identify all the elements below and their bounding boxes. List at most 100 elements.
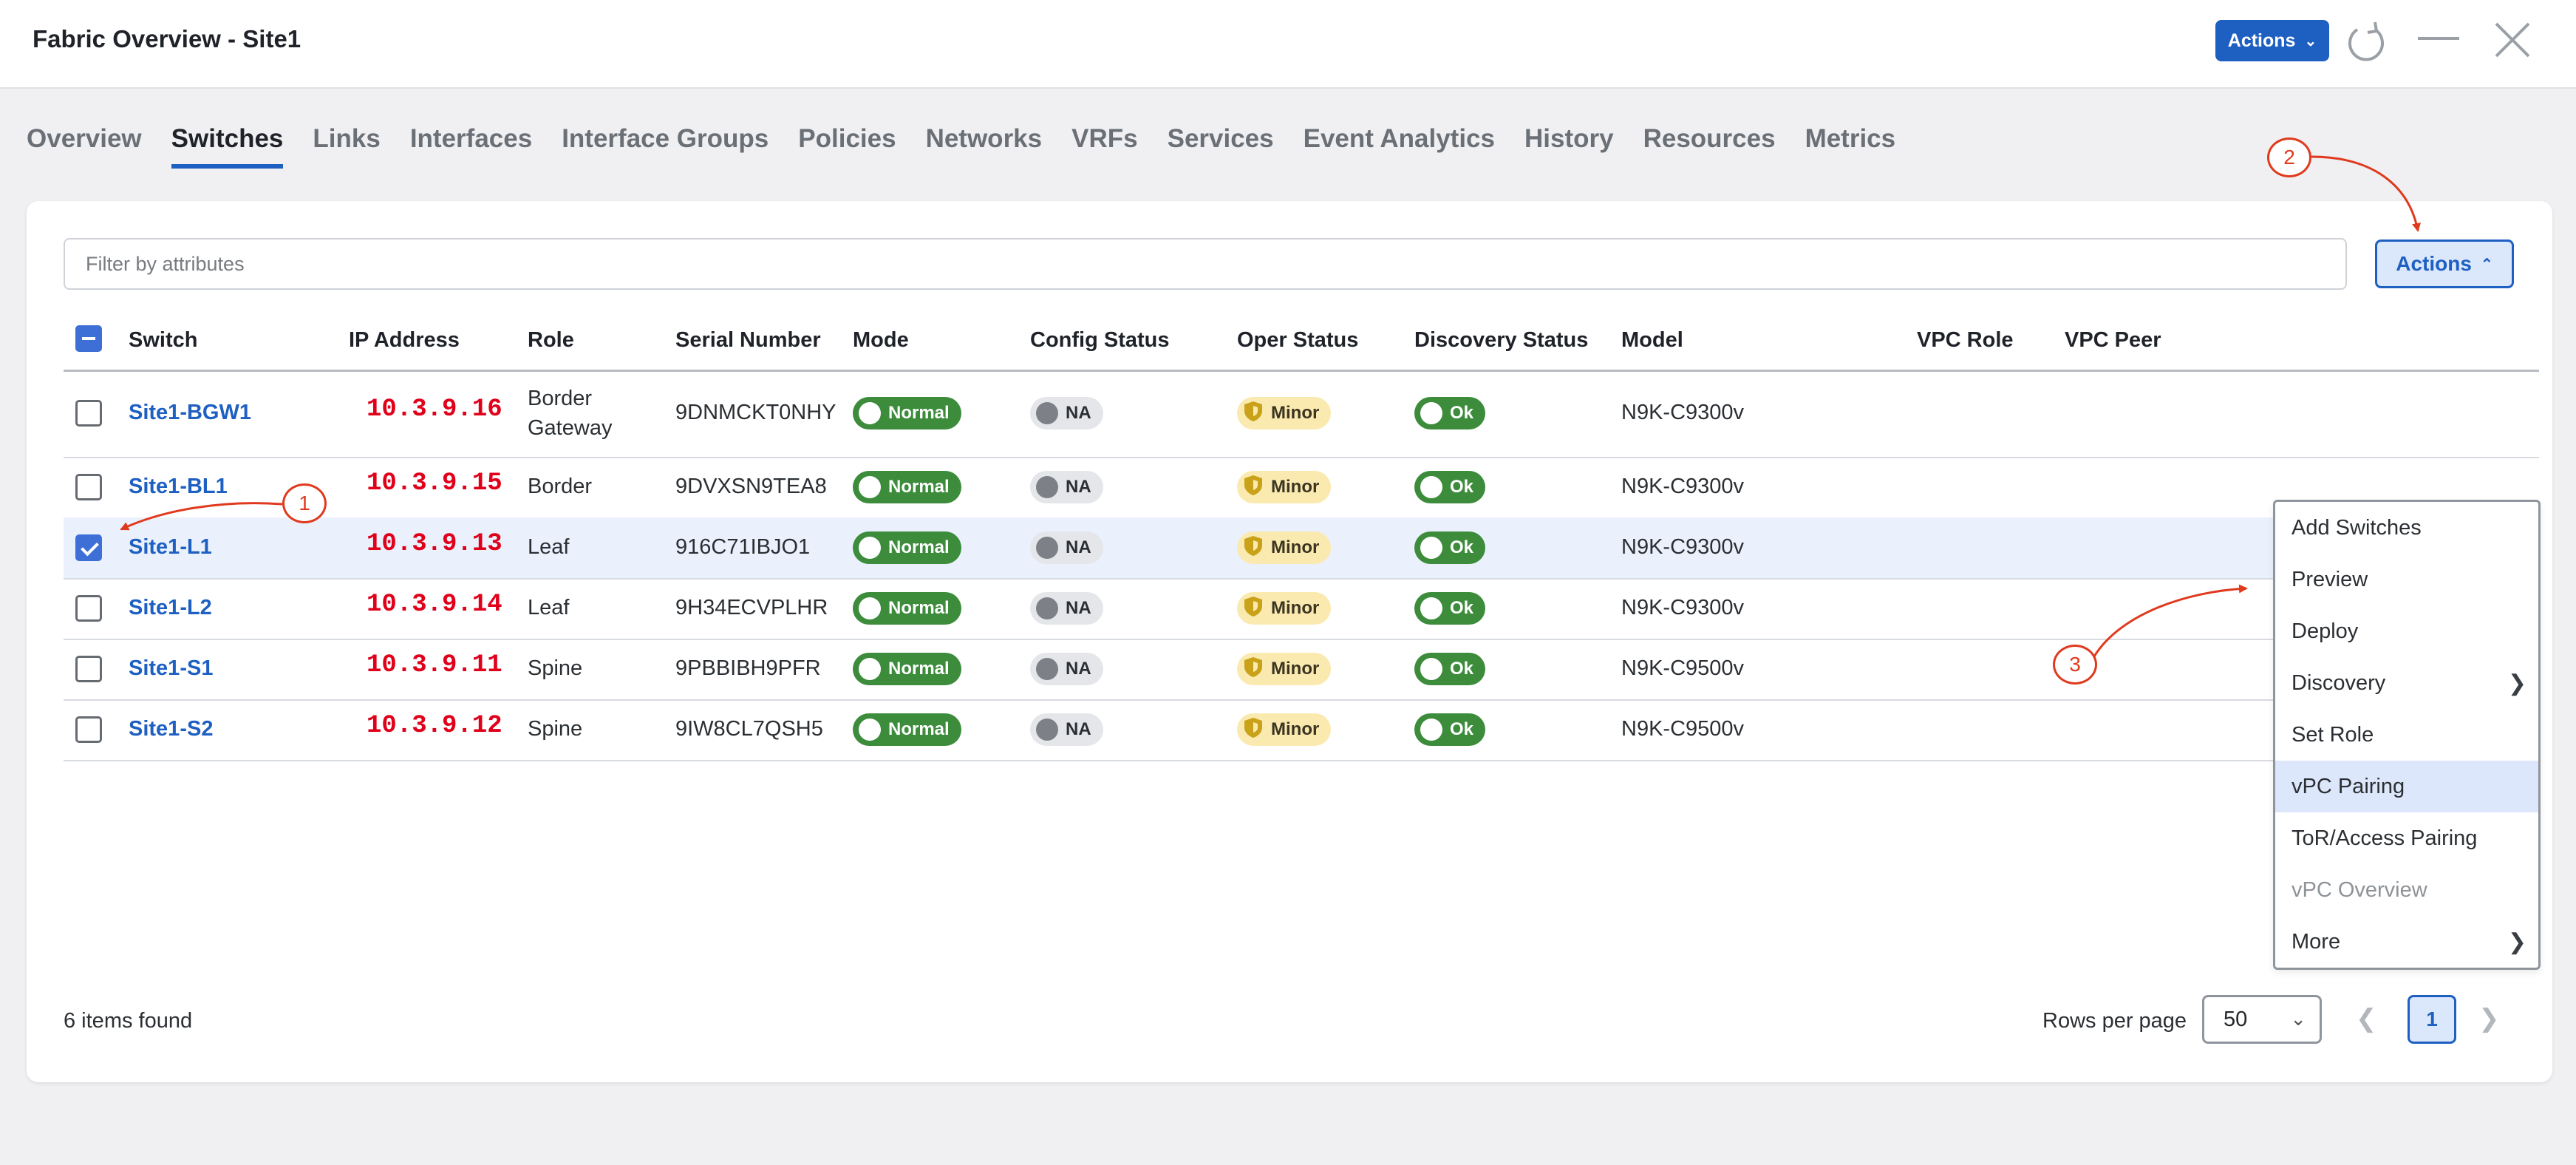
column-header[interactable]: Model <box>1621 328 1683 352</box>
ip-address: 10.3.9.15 <box>367 469 502 497</box>
toggle-dot-icon <box>859 658 881 680</box>
shield-icon <box>1243 474 1264 501</box>
table-row[interactable]: Site1-BGW1 10.3.9.16 Border Gateway 9DNMCKT0… <box>64 370 2539 458</box>
rows-per-page-select[interactable]: 50 ⌄ <box>2202 995 2322 1044</box>
discovery-status-badge: Ok <box>1414 471 1486 503</box>
menu-item-label: Add Switches <box>2292 515 2422 540</box>
mode-badge: Normal <box>853 531 961 564</box>
column-header[interactable]: Mode <box>853 328 909 352</box>
refresh-icon[interactable] <box>2345 19 2387 64</box>
page-number-button[interactable]: 1 <box>2408 995 2456 1044</box>
tab-networks[interactable]: Networks <box>925 124 1043 153</box>
minimize-icon[interactable] <box>2418 37 2459 40</box>
menu-item-vpc-pairing[interactable]: vPC Pairing <box>2275 761 2538 812</box>
column-header[interactable]: VPC Peer <box>2065 328 2161 352</box>
tab-policies[interactable]: Policies <box>798 124 896 153</box>
menu-item-label: ToR/Access Pairing <box>2292 826 2478 850</box>
table-actions-button[interactable]: Actions ⌃ <box>2375 240 2514 288</box>
ip-address: 10.3.9.11 <box>367 651 502 679</box>
menu-item-deploy[interactable]: Deploy <box>2275 605 2538 657</box>
mode-badge: Normal <box>853 471 961 503</box>
menu-item-add-switches[interactable]: Add Switches <box>2275 502 2538 554</box>
oper-status-badge: Minor <box>1237 653 1332 685</box>
tab-switches[interactable]: Switches <box>171 124 284 169</box>
column-header[interactable]: Discovery Status <box>1414 328 1589 352</box>
shield-icon <box>1243 534 1264 562</box>
column-header[interactable]: Role <box>528 328 574 352</box>
column-header[interactable]: Switch <box>129 328 198 352</box>
tab-links[interactable]: Links <box>313 124 381 153</box>
menu-item-more[interactable]: More ❯ <box>2275 916 2538 968</box>
column-header[interactable]: Serial Number <box>675 328 821 352</box>
column-header[interactable]: Oper Status <box>1237 328 1359 352</box>
oper-status-badge: Minor <box>1237 531 1332 564</box>
menu-item-vpc-overview: vPC Overview <box>2275 864 2538 916</box>
switch-name-link[interactable]: Site1-L1 <box>129 535 212 559</box>
next-page-icon[interactable]: ❯ <box>2478 1005 2500 1033</box>
window-title: Fabric Overview - Site1 <box>33 25 301 52</box>
table-row[interactable]: Site1-S2 10.3.9.12 Spine 9IW8CL7QSH5 Normal N… <box>64 699 2539 761</box>
menu-item-preview[interactable]: Preview <box>2275 554 2538 605</box>
row-checkbox[interactable] <box>75 595 102 622</box>
tab-interface-groups[interactable]: Interface Groups <box>562 124 769 153</box>
shield-icon <box>1243 716 1264 744</box>
discovery-status-badge: Ok <box>1414 531 1486 564</box>
table-row[interactable]: Site1-S1 10.3.9.11 Spine 9PBBIBH9PFR Normal N… <box>64 639 2539 701</box>
previous-page-icon[interactable]: ❮ <box>2356 1005 2377 1033</box>
window-actions-button[interactable]: Actions ⌄ <box>2215 20 2329 61</box>
annotation-marker: 2 <box>2267 137 2311 177</box>
serial-number: 9IW8CL7QSH5 <box>675 717 823 741</box>
tab-event-analytics[interactable]: Event Analytics <box>1303 124 1495 153</box>
tab-history[interactable]: History <box>1524 124 1614 153</box>
discovery-status-badge: Ok <box>1414 397 1486 429</box>
filter-input[interactable] <box>64 238 2347 290</box>
switch-name-link[interactable]: Site1-S2 <box>129 717 214 741</box>
tab-metrics[interactable]: Metrics <box>1805 124 1896 153</box>
row-checkbox[interactable] <box>75 716 102 743</box>
switch-name-link[interactable]: Site1-BL1 <box>129 475 228 498</box>
model-text: N9K-C9300v <box>1621 596 1745 619</box>
switch-name-link[interactable]: Site1-L2 <box>129 596 212 619</box>
column-header[interactable]: IP Address <box>349 328 460 352</box>
tab-vrfs[interactable]: VRFs <box>1071 124 1138 153</box>
ip-address: 10.3.9.12 <box>367 712 502 740</box>
toggle-dot-icon <box>859 402 881 424</box>
ip-address: 10.3.9.14 <box>367 591 502 619</box>
ip-address: 10.3.9.13 <box>367 530 502 558</box>
row-checkbox[interactable] <box>75 534 102 561</box>
tab-overview[interactable]: Overview <box>27 124 142 153</box>
column-header[interactable]: VPC Role <box>1917 328 2014 352</box>
tab-services[interactable]: Services <box>1167 124 1274 153</box>
menu-item-label: vPC Overview <box>2292 877 2427 902</box>
select-all-checkbox[interactable] <box>75 325 102 352</box>
tab-interfaces[interactable]: Interfaces <box>409 124 533 153</box>
column-header[interactable]: Config Status <box>1030 328 1170 352</box>
table-actions-label: Actions <box>2396 252 2472 275</box>
discovery-status-badge: Ok <box>1414 713 1486 746</box>
row-checkbox[interactable] <box>75 400 102 427</box>
table-row[interactable]: Site1-L2 10.3.9.14 Leaf 9H34ECVPLHR Normal NA… <box>64 578 2539 640</box>
switch-name-link[interactable]: Site1-S1 <box>129 656 214 680</box>
menu-item-tor-access-pairing[interactable]: ToR/Access Pairing <box>2275 812 2538 864</box>
config-status-badge: NA <box>1030 653 1103 685</box>
tab-resources[interactable]: Resources <box>1643 124 1776 153</box>
toggle-dot-icon <box>859 719 881 741</box>
row-checkbox[interactable] <box>75 474 102 500</box>
row-checkbox[interactable] <box>75 656 102 682</box>
config-status-badge: NA <box>1030 397 1103 429</box>
switch-name-link[interactable]: Site1-BGW1 <box>129 401 251 424</box>
chevron-down-icon: ⌄ <box>2304 33 2317 50</box>
table-row[interactable]: Site1-L1 10.3.9.13 Leaf 916C71IBJO1 Normal NA… <box>64 517 2539 580</box>
toggle-dot-icon <box>1420 476 1442 498</box>
menu-item-discovery[interactable]: Discovery ❯ <box>2275 657 2538 709</box>
serial-number: 9DVXSN9TEA8 <box>675 475 827 498</box>
annotation-marker: 1 <box>282 483 327 523</box>
mode-badge: Normal <box>853 653 961 685</box>
menu-item-set-role[interactable]: Set Role <box>2275 709 2538 761</box>
table-row[interactable]: Site1-BL1 10.3.9.15 Border 9DVXSN9TEA8 Norma… <box>64 457 2539 519</box>
toggle-dot-icon <box>1420 537 1442 559</box>
toggle-dot-icon <box>859 476 881 498</box>
chevron-down-icon: ⌄ <box>2290 1008 2306 1030</box>
close-icon[interactable] <box>2492 19 2533 61</box>
window-actions-label: Actions <box>2227 30 2296 51</box>
